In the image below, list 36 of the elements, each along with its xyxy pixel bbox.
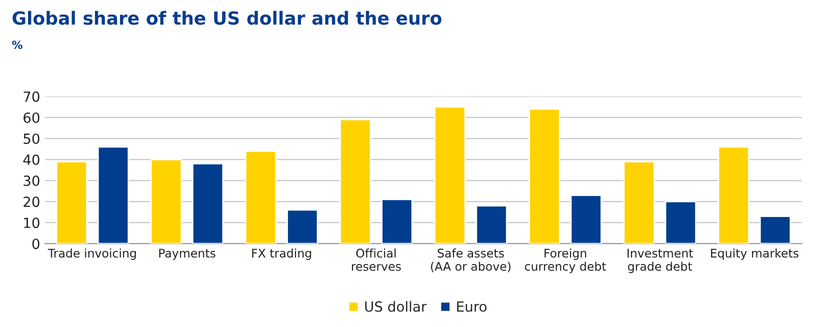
- legend-label: Euro: [457, 301, 487, 312]
- chart-subtitle: %: [12, 40, 22, 50]
- y-tick-label: 30: [24, 176, 40, 186]
- legend-label: US dollar: [365, 301, 427, 312]
- x-tick-label: Foreign currency debt: [524, 248, 606, 274]
- x-tick-label: Trade invoicing: [48, 248, 136, 260]
- bar: [244, 150, 277, 244]
- x-tick-label: Equity markets: [711, 248, 798, 260]
- bar: [340, 118, 372, 244]
- bar: [192, 163, 224, 244]
- bar: [759, 216, 792, 244]
- x-tick-label: Safe assets (AA or above): [431, 248, 510, 272]
- y-tick-label: 20: [24, 196, 40, 208]
- chart-title: Global share of the US dollar and the euro: [12, 10, 442, 25]
- bar: [528, 108, 560, 244]
- y-tick-label: 50: [24, 133, 40, 144]
- bar: [434, 106, 466, 244]
- y-tick-label: 60: [24, 112, 40, 123]
- x-tick-label: Payments: [159, 248, 216, 260]
- y-tick-label: 40: [23, 154, 40, 166]
- bar: [381, 198, 413, 244]
- y-tick-label: 10: [24, 218, 40, 228]
- x-tick-label: FX trading: [252, 248, 312, 260]
- bar: [150, 158, 182, 244]
- bar: [623, 160, 655, 244]
- bar: [56, 160, 88, 244]
- bar: [476, 205, 508, 244]
- bar: [718, 146, 750, 244]
- y-tick-label: 0: [32, 238, 40, 250]
- bar: [664, 200, 696, 244]
- x-tick-label: Investment grade debt: [628, 248, 694, 274]
- bar: [286, 209, 318, 244]
- x-tick-label: Official reserves: [352, 248, 401, 271]
- bar: [97, 146, 130, 244]
- bar: [570, 194, 602, 244]
- y-tick-label: 70: [24, 91, 40, 102]
